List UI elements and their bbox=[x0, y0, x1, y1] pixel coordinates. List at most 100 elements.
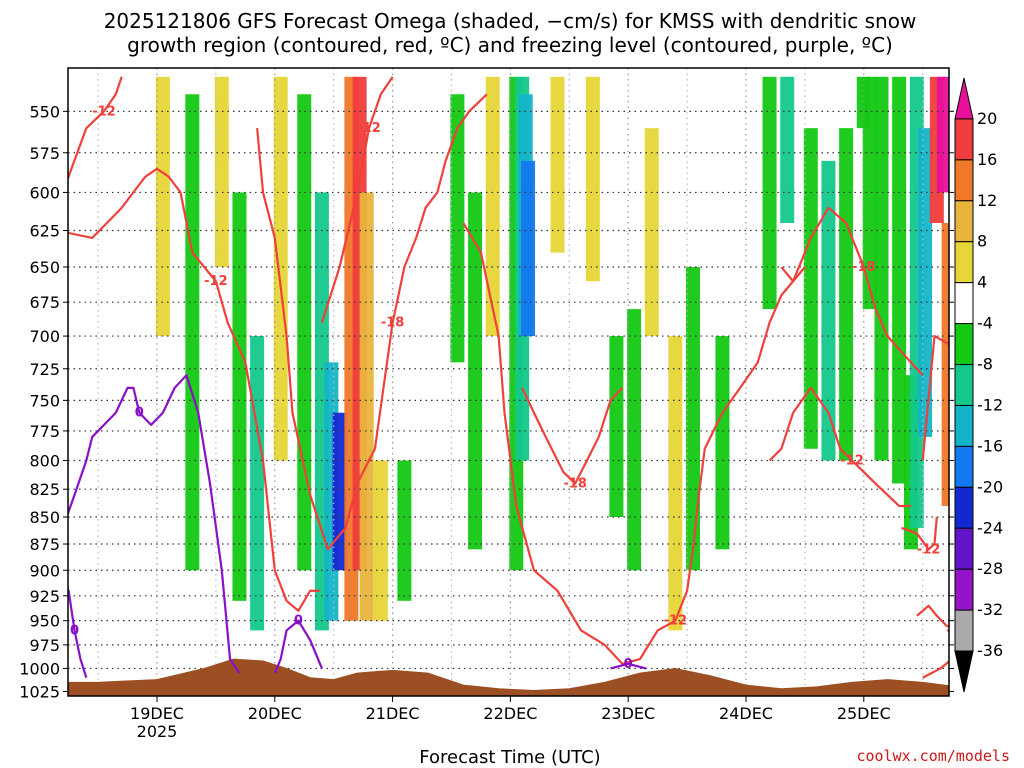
omega-cell bbox=[185, 94, 200, 571]
omega-cell bbox=[273, 76, 288, 461]
x-tick-label: 22DEC bbox=[483, 704, 537, 723]
colorbar-label: -16 bbox=[977, 436, 1003, 455]
omega-cell bbox=[892, 76, 907, 484]
omega-cell bbox=[941, 222, 949, 506]
y-tick-label: 875 bbox=[29, 535, 60, 554]
omega-cell bbox=[839, 128, 854, 461]
omega-cell bbox=[550, 76, 565, 253]
colorbar-bin bbox=[954, 445, 974, 488]
colorbar-bin bbox=[954, 118, 974, 161]
colorbar-bin bbox=[954, 609, 974, 652]
red-contour-label: -18 bbox=[563, 477, 587, 492]
y-tick-label: 800 bbox=[29, 452, 60, 471]
red-contour-label: -12 bbox=[664, 614, 688, 629]
x-tick-label: 24DEC bbox=[719, 704, 773, 723]
y-tick-label: 900 bbox=[29, 561, 60, 580]
colorbar-label: -12 bbox=[977, 395, 1003, 414]
chart-title-line-2: growth region (contoured, red, ºC) and f… bbox=[127, 33, 893, 57]
omega-cell bbox=[250, 336, 265, 631]
omega-cell bbox=[627, 309, 642, 571]
omega-cell bbox=[803, 128, 818, 449]
y-tick-label: 925 bbox=[29, 587, 60, 606]
y-tick-label: 975 bbox=[29, 636, 60, 655]
omega-shading bbox=[155, 76, 1000, 631]
y-tick-label: 850 bbox=[29, 508, 60, 527]
omega-cell bbox=[862, 76, 877, 310]
y-tick-label: 1000 bbox=[19, 659, 60, 678]
y-tick-label: 700 bbox=[29, 327, 60, 346]
purple-contour bbox=[68, 374, 241, 674]
red-contour bbox=[768, 386, 911, 508]
terrain-fill bbox=[68, 658, 949, 696]
y-tick-label: 775 bbox=[29, 422, 60, 441]
x-tick-label: 19DEC bbox=[130, 704, 184, 723]
red-contour-label: -18 bbox=[381, 316, 405, 331]
terrain-area bbox=[68, 658, 949, 696]
y-tick-label: 725 bbox=[29, 360, 60, 379]
omega-cell bbox=[668, 336, 683, 631]
omega-cell bbox=[986, 77, 1000, 281]
colorbar: 20 16 12 8 4 -4 -8 -12 -16 -20 -24 -28 -32 -36 bbox=[954, 77, 1003, 693]
red-contour bbox=[780, 206, 924, 376]
omega-cell bbox=[585, 76, 600, 282]
colorbar-bin bbox=[954, 527, 974, 570]
red-contour-label: -18 bbox=[1005, 121, 1024, 136]
omega-cell bbox=[485, 76, 500, 337]
y-tick-label: 1025 bbox=[19, 682, 60, 701]
colorbar-bin bbox=[954, 364, 974, 406]
colorbar-bin bbox=[954, 486, 974, 529]
red-contour bbox=[68, 167, 320, 612]
colorbar-bin bbox=[954, 404, 974, 447]
red-contour-label: -12 bbox=[946, 623, 970, 638]
omega-cell bbox=[609, 336, 624, 518]
y-tick-label: 550 bbox=[29, 102, 60, 121]
x-tick-label: 20DEC bbox=[248, 704, 302, 723]
colorbar-bin bbox=[954, 282, 974, 325]
omega-cell bbox=[232, 192, 247, 601]
omega-cell bbox=[397, 460, 412, 601]
colorbar-bin bbox=[954, 323, 974, 366]
purple-contour-label: 0 bbox=[135, 406, 144, 421]
dendritic-growth-contours: -12 -12 -18 -12 -12 -18 -18 -12 -18 -12 -12 -12 bbox=[68, 76, 1024, 679]
red-contour bbox=[901, 516, 938, 551]
omega-cell bbox=[468, 192, 483, 550]
purple-contour-label: 0 bbox=[624, 657, 633, 672]
y-axis-ticks: 550 575 600 625 650 675 700 725 750 775 800 825 850 8… bbox=[19, 102, 954, 701]
colorbar-cap-bottom bbox=[954, 650, 974, 693]
x-tick-label: 21DEC bbox=[366, 704, 420, 723]
omega-cell bbox=[450, 94, 465, 363]
red-contour-label: -12 bbox=[92, 104, 116, 119]
colorbar-label: -4 bbox=[977, 314, 993, 333]
y-tick-label: 825 bbox=[29, 480, 60, 499]
grid-lines bbox=[68, 68, 949, 696]
y-tick-label: 650 bbox=[29, 258, 60, 277]
red-contour-label: -18 bbox=[852, 260, 876, 275]
colorbar-label: 16 bbox=[977, 150, 997, 169]
y-tick-label: 675 bbox=[29, 293, 60, 312]
x-tick-label: 23DEC bbox=[601, 704, 655, 723]
red-contour-label: -12 bbox=[204, 274, 228, 289]
colorbar-cap-top bbox=[954, 77, 974, 120]
omega-cell bbox=[359, 192, 374, 621]
purple-contour bbox=[610, 662, 647, 670]
purple-contour-label: 0 bbox=[70, 623, 79, 638]
omega-cell bbox=[521, 160, 536, 337]
x-tick-label: 25DEC bbox=[837, 704, 891, 723]
omega-cell bbox=[297, 94, 312, 571]
credit-text: coolwx.com/models bbox=[856, 747, 1010, 765]
omega-cell bbox=[685, 267, 700, 571]
omega-cell bbox=[821, 160, 836, 461]
y-tick-label: 600 bbox=[29, 183, 60, 202]
omega-cell bbox=[644, 128, 659, 337]
y-tick-label: 750 bbox=[29, 391, 60, 410]
omega-cell bbox=[715, 336, 730, 550]
x-axis-label: Forecast Time (UTC) bbox=[419, 747, 600, 768]
omega-cell bbox=[214, 76, 229, 268]
red-contour bbox=[916, 604, 949, 679]
omega-cell bbox=[373, 460, 388, 621]
red-contour bbox=[921, 334, 949, 461]
y-tick-label: 575 bbox=[29, 144, 60, 163]
red-contour-label: -12 bbox=[917, 542, 941, 557]
purple-contour-label: 0 bbox=[294, 614, 303, 629]
colorbar-bin bbox=[954, 568, 974, 611]
